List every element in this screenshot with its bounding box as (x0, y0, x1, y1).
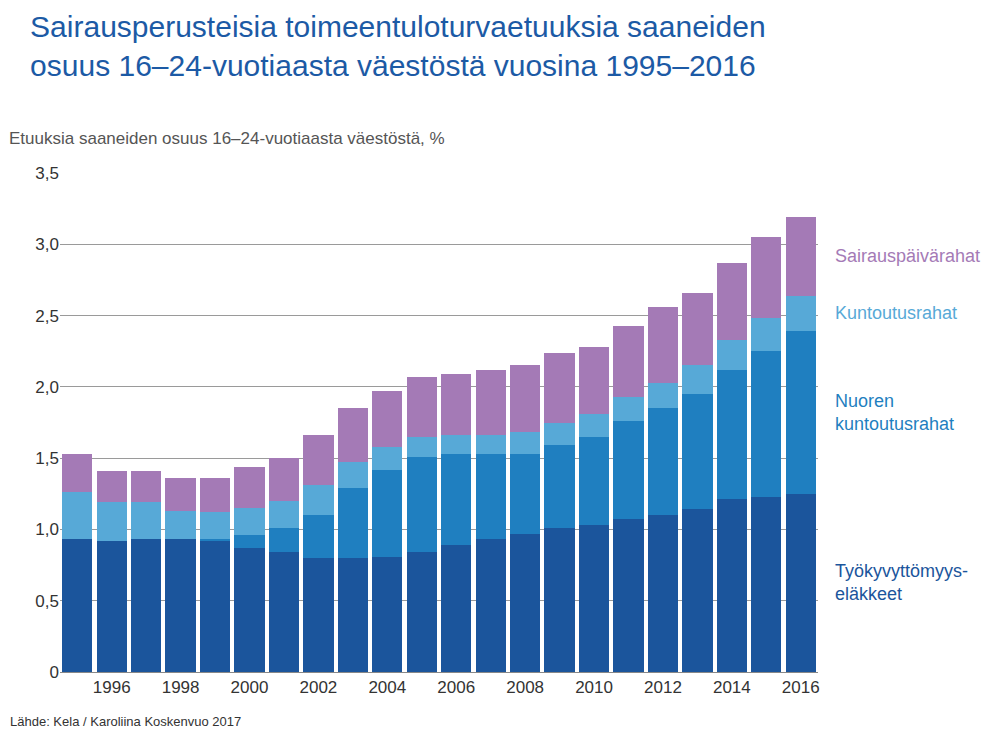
svg-text:1,0: 1,0 (35, 520, 59, 539)
svg-text:Etuuksia saaneiden osuus 16–24: Etuuksia saaneiden osuus 16–24-vuotiaast… (9, 129, 445, 148)
svg-text:2012: 2012 (644, 678, 682, 697)
svg-text:0: 0 (50, 663, 59, 682)
svg-text:2,5: 2,5 (35, 307, 59, 326)
svg-text:2002: 2002 (299, 678, 337, 697)
svg-text:2014: 2014 (713, 678, 751, 697)
svg-text:2010: 2010 (575, 678, 613, 697)
svg-text:2008: 2008 (506, 678, 544, 697)
svg-text:0,5: 0,5 (35, 592, 59, 611)
svg-text:1998: 1998 (162, 678, 200, 697)
svg-text:3,0: 3,0 (35, 235, 59, 254)
svg-text:Nuorenkuntoutusrahat: Nuorenkuntoutusrahat (835, 391, 954, 434)
svg-text:1996: 1996 (93, 678, 131, 697)
svg-text:Sairausperusteisia toimeentulo: Sairausperusteisia toimeentuloturvaetuuk… (30, 10, 765, 82)
svg-text:Lähde: Kela / Karoliina Kosken: Lähde: Kela / Karoliina Koskenvuo 2017 (10, 714, 241, 729)
svg-text:Kuntoutusrahat: Kuntoutusrahat (835, 303, 957, 323)
svg-text:Työkyvyttömyys-eläkkeet: Työkyvyttömyys-eläkkeet (835, 561, 968, 604)
svg-text:2,0: 2,0 (35, 378, 59, 397)
svg-text:1,5: 1,5 (35, 449, 59, 468)
svg-text:Sairauspäivärahat: Sairauspäivärahat (835, 246, 980, 266)
svg-text:2006: 2006 (437, 678, 475, 697)
svg-text:2016: 2016 (782, 678, 820, 697)
svg-text:2000: 2000 (231, 678, 269, 697)
svg-text:3,5: 3,5 (35, 164, 59, 183)
svg-text:2004: 2004 (368, 678, 406, 697)
